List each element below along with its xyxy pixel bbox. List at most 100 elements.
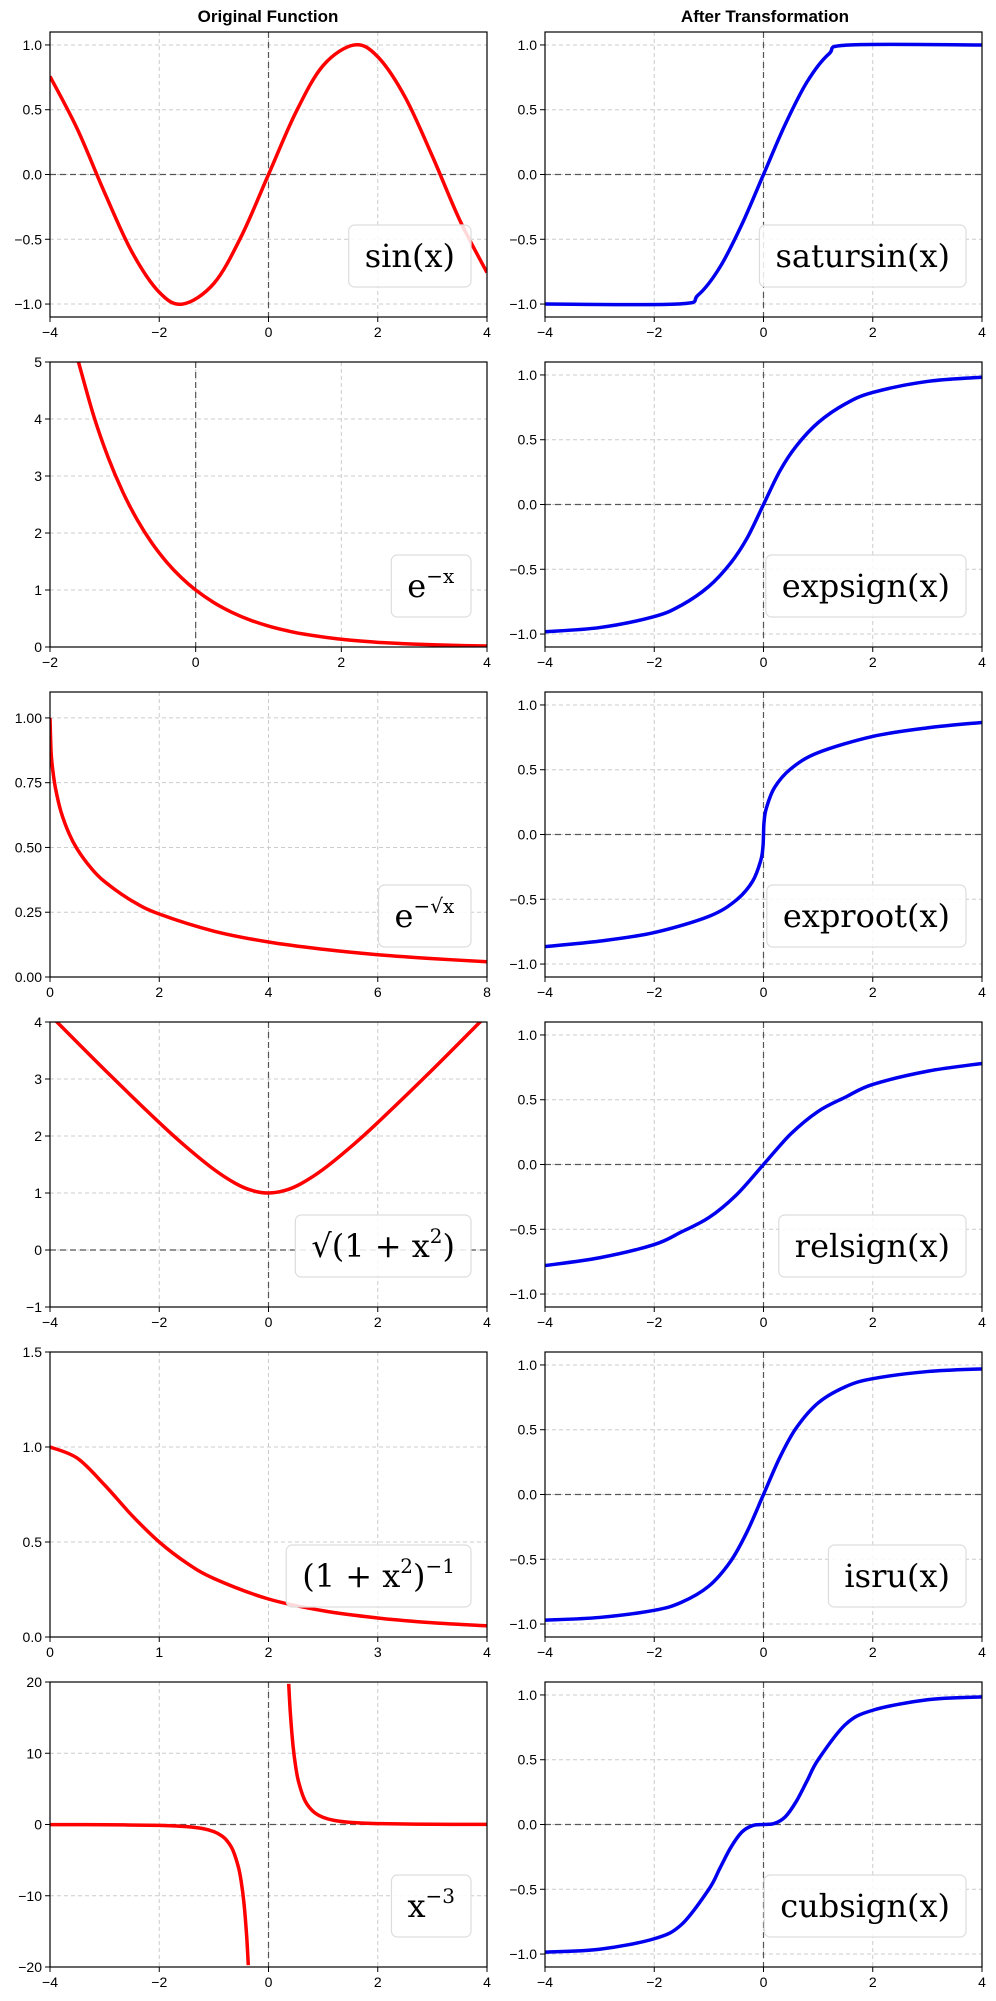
formula-badge-expsign: expsign(x) <box>765 554 967 618</box>
y-tick-label: 0 <box>34 1242 42 1258</box>
formula-base: e <box>407 567 426 605</box>
formula-base: relsign(x) <box>795 1227 950 1265</box>
formula-base: exproot(x) <box>783 897 950 935</box>
formula-badge-box <box>390 554 472 618</box>
y-tick-label: −1.0 <box>14 296 42 312</box>
y-tick-label: 0.5 <box>518 432 538 448</box>
formula-badge-cubsign: cubsign(x) <box>763 1874 967 1938</box>
y-tick-label: 0.0 <box>23 1629 43 1645</box>
formula-badge-box <box>766 884 967 948</box>
formula-label: e−x <box>407 564 455 605</box>
x-tick-label: 2 <box>374 324 382 340</box>
x-tick-label: 0 <box>760 1314 768 1330</box>
x-tick-label: −4 <box>537 984 553 1000</box>
formula-badge-inverse_one_plus: (1 + x2)−1 <box>285 1544 472 1608</box>
right-column-title: After Transformation <box>681 7 849 26</box>
y-tick-label: −0.5 <box>509 561 537 577</box>
panel-cubsign: −4 −2 0 2 4 −1.0 −0.5 0.0 0.5 1.0 cubsign(x) <box>509 1681 986 1990</box>
y-tick-label: 1.00 <box>15 710 42 726</box>
panel-inverse_one_plus: 0 1 2 3 40.00.51.01.5(1 + x2)−1 <box>23 1344 492 1660</box>
y-tick-label: 0.0 <box>518 167 538 183</box>
x-tick-label: 8 <box>483 984 491 1000</box>
panel-satursin: −4 −2 0 2 4 −1.0 −0.5 0.0 0.5 1.0 satursin(x) <box>509 31 986 340</box>
y-tick-label: 0.5 <box>518 1752 538 1768</box>
y-tick-label: 0.00 <box>15 969 42 985</box>
y-tick-label: −0.5 <box>509 1551 537 1567</box>
x-tick-label: 4 <box>265 984 273 1000</box>
y-tick-label: 1.0 <box>518 1027 538 1043</box>
x-tick-label: 4 <box>978 1314 986 1330</box>
x-tick-label: 0 <box>265 1974 273 1990</box>
formula-label: isru(x) <box>844 1557 950 1595</box>
y-tick-label: 1 <box>34 582 42 598</box>
x-tick-label: −2 <box>646 984 662 1000</box>
formula-tail: ) <box>443 1227 455 1265</box>
panel-exproot: −4 −2 0 2 4 −1.0 −0.5 0.0 0.5 1.0 exproot(x) <box>509 691 986 1000</box>
x-tick-label: 4 <box>483 654 491 670</box>
x-tick-label: 4 <box>483 324 491 340</box>
formula-base: satursin(x) <box>775 237 950 275</box>
x-tick-label: 4 <box>483 1644 491 1660</box>
x-tick-label: 2 <box>869 654 877 670</box>
series-line-relsign <box>545 1061 982 1268</box>
formula-label: expsign(x) <box>782 567 950 605</box>
panel-sin: −4 −2 0 2 4 −1.0 −0.5 0.0 0.5 1.0 sin(x) <box>14 31 491 340</box>
formula-badge-exproot: exproot(x) <box>766 884 967 948</box>
formula-label: cubsign(x) <box>780 1887 950 1925</box>
y-tick-label: 2 <box>34 1128 42 1144</box>
y-tick-label: 0.0 <box>518 1487 538 1503</box>
formula-label: e−√x <box>395 894 455 935</box>
y-tick-label: 2 <box>34 525 42 541</box>
series-line-exproot <box>545 720 982 949</box>
x-tick-label: 0 <box>46 1644 54 1660</box>
panel-exp_neg_root: 0 2 4 6 8 0.00 0.25 0.50 0.75 1.00 e−√x <box>15 691 491 1000</box>
x-tick-label: 2 <box>374 1314 382 1330</box>
formula-badge-relsign: relsign(x) <box>778 1214 967 1278</box>
y-tick-label: 0.5 <box>518 102 538 118</box>
y-tick-label: 0.5 <box>23 1534 43 1550</box>
x-tick-label: −2 <box>151 324 167 340</box>
formula-badge-box <box>377 884 472 948</box>
formula-badge-box <box>827 1544 967 1608</box>
y-tick-label: −10 <box>18 1888 42 1904</box>
y-tick-label: 1 <box>34 1185 42 1201</box>
x-tick-label: −2 <box>646 654 662 670</box>
y-tick-label: −1.0 <box>509 1946 537 1962</box>
series-line-satursin <box>545 42 982 307</box>
y-tick-label: 0.0 <box>518 1817 538 1833</box>
x-tick-label: −2 <box>151 1314 167 1330</box>
y-tick-label: 0.0 <box>518 1157 538 1173</box>
formula-label: exproot(x) <box>783 897 950 935</box>
formula-badge-sqrt_one_plus: √(1 + x2) <box>294 1214 472 1278</box>
y-tick-label: −1.0 <box>509 626 537 642</box>
x-tick-label: 4 <box>978 1644 986 1660</box>
x-tick-label: 0 <box>192 654 200 670</box>
formula-badge-box <box>294 1214 472 1278</box>
formula-label: √(1 + x2) <box>311 1224 455 1265</box>
formula-sup: 2 <box>430 1224 443 1248</box>
x-tick-label: 2 <box>869 1314 877 1330</box>
y-tick-label: 1.0 <box>23 37 43 53</box>
y-tick-label: 0.5 <box>518 1092 538 1108</box>
y-tick-label: 0.0 <box>518 827 538 843</box>
formula-base: isru(x) <box>844 1557 950 1595</box>
formula-badge-box <box>758 224 967 288</box>
x-tick-label: −2 <box>42 654 58 670</box>
y-tick-label: −1.0 <box>509 296 537 312</box>
formula-sup: −x <box>426 564 455 588</box>
x-tick-label: 4 <box>978 984 986 1000</box>
formula-badge-exp_neg: e−x <box>390 554 472 618</box>
x-tick-label: 0 <box>265 1314 273 1330</box>
formula-badge-inverse_cube: x−3 <box>390 1874 472 1938</box>
y-tick-label: 0.75 <box>15 775 42 791</box>
x-tick-label: −4 <box>537 1644 553 1660</box>
formula-base: (1 + x <box>302 1557 400 1595</box>
x-tick-label: 2 <box>869 984 877 1000</box>
formula-label: relsign(x) <box>795 1227 950 1265</box>
formula-badge-box <box>348 224 472 288</box>
y-tick-label: 4 <box>34 1014 42 1030</box>
